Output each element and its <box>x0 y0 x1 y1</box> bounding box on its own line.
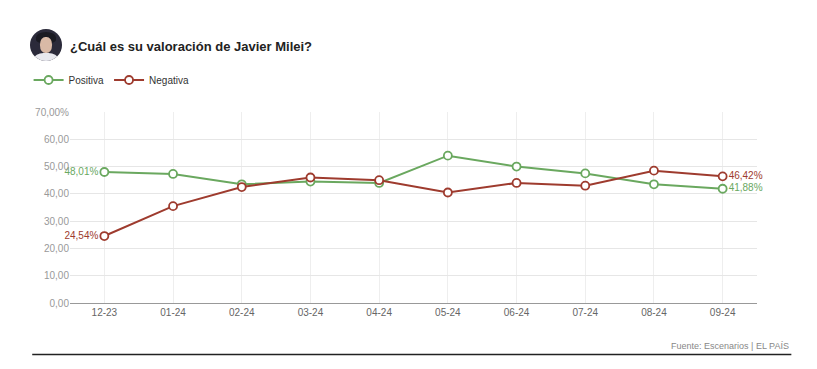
svg-text:20,00: 20,00 <box>44 243 69 254</box>
svg-text:70,00%: 70,00% <box>35 107 69 118</box>
svg-text:07-24: 07-24 <box>572 307 598 318</box>
svg-text:41,88%: 41,88% <box>729 182 763 193</box>
svg-text:¿Cuál es su valoración de Javi: ¿Cuál es su valoración de Javier Milei? <box>70 39 312 54</box>
svg-text:12-23: 12-23 <box>92 307 118 318</box>
svg-text:0,00: 0,00 <box>50 298 70 309</box>
svg-text:04-24: 04-24 <box>366 307 392 318</box>
svg-text:02-24: 02-24 <box>229 307 255 318</box>
svg-text:40,00: 40,00 <box>44 188 69 199</box>
svg-text:08-24: 08-24 <box>641 307 667 318</box>
svg-text:09-24: 09-24 <box>710 307 736 318</box>
svg-text:Positiva: Positiva <box>69 75 104 86</box>
svg-text:60,00: 60,00 <box>44 134 69 145</box>
svg-text:Negativa: Negativa <box>149 75 189 86</box>
svg-text:Fuente: Escenarios | EL PAÍS: Fuente: Escenarios | EL PAÍS <box>671 341 789 351</box>
svg-text:48,01%: 48,01% <box>64 166 98 177</box>
svg-text:10,00: 10,00 <box>44 270 69 281</box>
svg-text:46,42%: 46,42% <box>729 170 763 181</box>
svg-text:24,54%: 24,54% <box>64 230 98 241</box>
svg-text:30,00: 30,00 <box>44 216 69 227</box>
svg-text:03-24: 03-24 <box>298 307 324 318</box>
svg-text:05-24: 05-24 <box>435 307 461 318</box>
svg-text:06-24: 06-24 <box>504 307 530 318</box>
svg-text:01-24: 01-24 <box>160 307 186 318</box>
svg-text:50,00: 50,00 <box>44 161 69 172</box>
